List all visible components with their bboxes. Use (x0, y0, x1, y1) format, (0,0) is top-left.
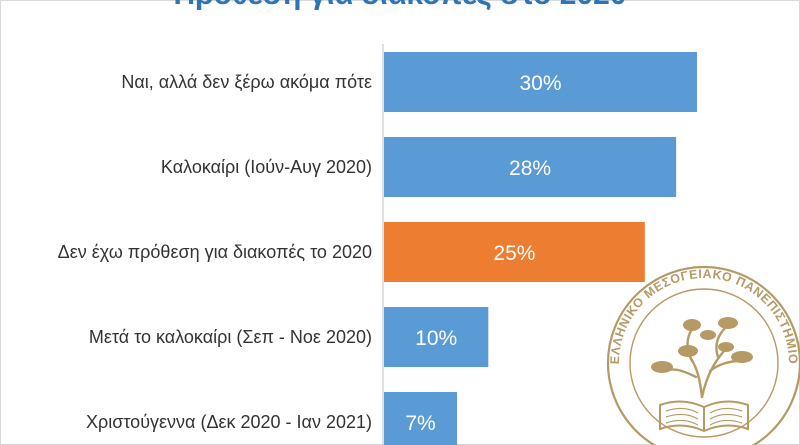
data-label-3: 25% (493, 242, 535, 265)
category-label-2: Καλοκαίρι (Ιούν-Αυγ 2020) (161, 157, 372, 177)
data-label-1: 30% (519, 72, 561, 95)
bar-5 (384, 392, 458, 445)
bar-1 (384, 52, 697, 112)
data-label-5: 7% (405, 412, 435, 435)
bar-series: Ναι, αλλά δεν ξέρω ακόμα πότε 30% Καλοκαίρ… (58, 52, 697, 445)
chart-title: Πρόθεση για διακοπές στο 2020 (173, 0, 626, 11)
seal-outer-ring (606, 265, 800, 445)
seal-book-icon (659, 400, 749, 433)
seal-leaves (651, 317, 753, 373)
bar-3 (384, 222, 645, 282)
seal-inner-ring (629, 288, 779, 438)
bar-2 (384, 137, 677, 197)
category-label-4: Μετά το καλοκαίρι (Σεπ - Νοε 2020) (89, 327, 372, 347)
bar-4 (384, 307, 489, 367)
category-label-3: Δεν έχω πρόθεση για διακοπές το 2020 (58, 242, 372, 262)
category-label-1: Ναι, αλλά δεν ξέρω ακόμα πότε (121, 72, 372, 92)
data-label-4: 10% (415, 327, 457, 350)
category-label-5: Χριστούγεννα (Δεκ 2020 - Ιαν 2021) (86, 412, 372, 432)
data-label-2: 28% (509, 157, 551, 180)
university-seal: ΕΛΛΗΝΙΚΟ ΜΕΣΟΓΕΙΑΚΟ ΠΑΝΕΠΙΣΤΗΜΙΟ (606, 265, 800, 445)
